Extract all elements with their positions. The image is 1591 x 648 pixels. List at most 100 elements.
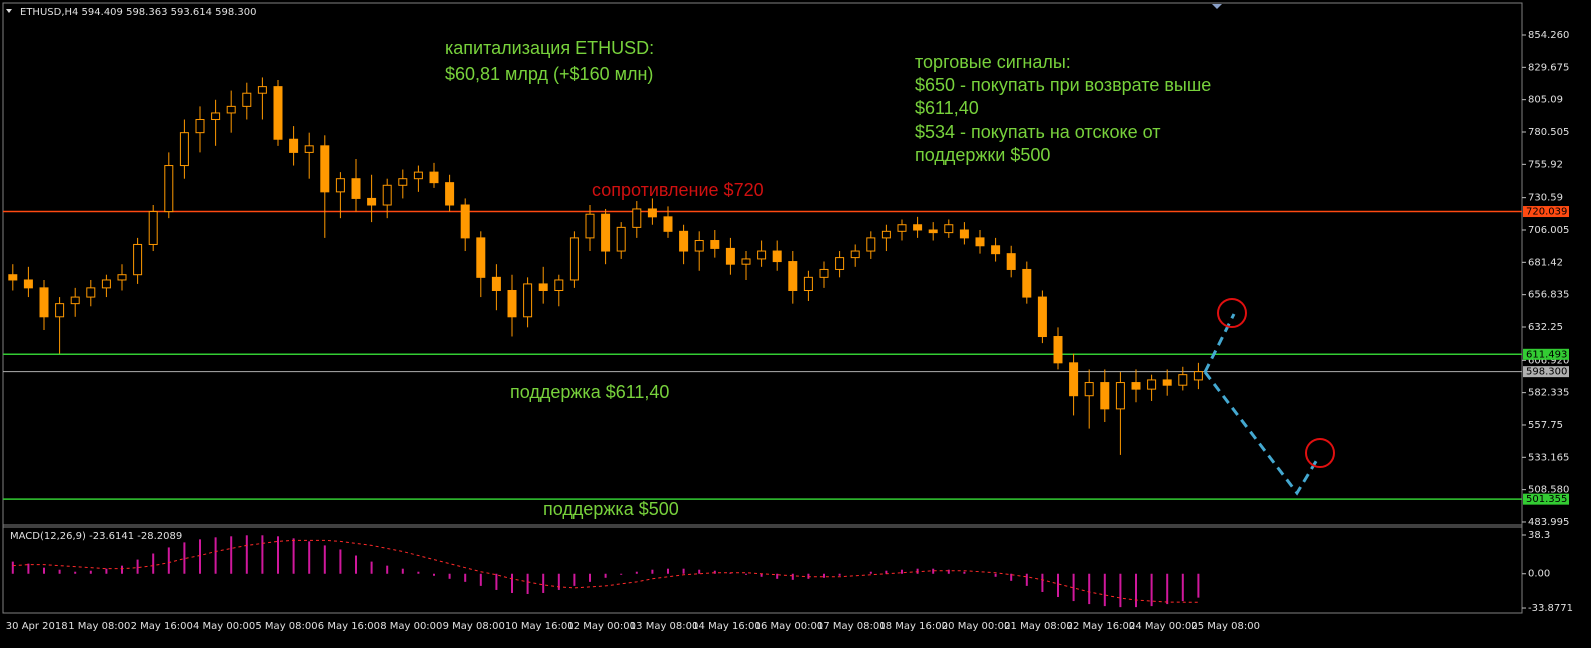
candle-body: [491, 276, 501, 291]
macd-bar: [542, 573, 545, 593]
candle-body: [523, 283, 533, 318]
macd-bar: [136, 559, 139, 574]
x-tick-label: 6 May 16:00: [318, 621, 380, 632]
chart-title: ETHUSD,H4 594.409 598.363 593.614 598.30…: [20, 7, 257, 18]
candle-body: [569, 237, 579, 281]
candle-body: [694, 240, 704, 252]
x-tick-label: 22 May 16:00: [1067, 621, 1136, 632]
macd-bar: [58, 569, 61, 574]
y-tick-label: 582.335: [1528, 388, 1569, 399]
candle-body: [211, 112, 221, 121]
annotation: торговые сигналы:: [915, 52, 1071, 72]
annotation: поддержки $500: [915, 145, 1050, 165]
y-tick-label: 606.920: [1528, 355, 1569, 366]
macd-bar: [994, 573, 997, 577]
candle-body: [866, 237, 876, 252]
plot-frame: [2, 2, 1523, 614]
macd-bar: [1103, 573, 1106, 607]
candle-body: [1037, 296, 1047, 338]
candle-body: [320, 145, 330, 193]
macd-bar: [152, 553, 155, 574]
candle-body: [55, 303, 65, 318]
x-tick-label: 21 May 08:00: [1004, 621, 1073, 632]
y-tick-label: 681.42: [1528, 257, 1563, 268]
macd-bar: [1135, 573, 1137, 608]
x-tick-label: 12 May 00:00: [567, 621, 636, 632]
y-tick-label: 0.00: [1528, 569, 1550, 580]
macd-bar: [355, 555, 357, 574]
macd-bar: [323, 545, 326, 574]
macd-bar: [495, 573, 498, 590]
candle-body: [1147, 379, 1157, 390]
candle-body: [616, 226, 626, 252]
candle-body: [1162, 379, 1172, 386]
x-tick-label: 8 May 00:00: [380, 621, 442, 632]
macd-bar: [43, 567, 45, 574]
macd-bar: [11, 561, 14, 574]
macd-bar: [869, 571, 872, 574]
y-tick-label: 854.260: [1528, 30, 1569, 41]
macd-bar: [1197, 573, 1200, 598]
candle-body: [601, 213, 611, 252]
annotation: $650 - покупать при возврате выше: [915, 75, 1211, 95]
macd-bar: [167, 547, 170, 574]
candle-body: [975, 237, 985, 247]
level-label-box: [1523, 366, 1569, 378]
candle-body: [1100, 382, 1110, 410]
candle-body: [554, 279, 564, 291]
x-tick-label: 24 May 00:00: [1129, 621, 1198, 632]
macd-bar: [1057, 573, 1059, 598]
macd-bar: [1150, 573, 1153, 607]
candle-body: [242, 92, 252, 107]
macd-bar: [339, 549, 342, 574]
candle-body: [86, 287, 96, 298]
y-tick-label: 632.25: [1528, 322, 1563, 333]
candle-body: [1131, 382, 1141, 390]
y-tick-label: 706.005: [1528, 225, 1569, 236]
macd-bar: [448, 573, 451, 579]
x-tick-label: 17 May 08:00: [817, 621, 886, 632]
x-tick-label: 16 May 00:00: [755, 621, 824, 632]
candle-body: [179, 132, 189, 167]
macd-bar: [589, 573, 591, 582]
candle-body: [507, 289, 517, 318]
candle-body: [835, 257, 845, 270]
macd-bar: [245, 535, 248, 574]
macd-bar: [698, 569, 701, 574]
candle-body: [413, 171, 423, 180]
macd-bar: [916, 568, 919, 574]
candle-body: [101, 279, 111, 289]
candle-body: [133, 243, 143, 276]
macd-bar: [823, 573, 825, 578]
candle-body: [959, 229, 969, 239]
macd-bar: [386, 565, 389, 574]
forecast-line: [1203, 371, 1320, 496]
y-tick-label: 730.59: [1528, 193, 1563, 204]
annotation: $611,40: [915, 98, 979, 118]
macd-bar: [651, 569, 654, 574]
macd-bar: [557, 573, 560, 590]
menu-arrow: [6, 9, 12, 13]
macd-bar: [464, 573, 467, 582]
x-tick-label: 25 May 08:00: [1191, 621, 1260, 632]
y-tick-label: 508.580: [1528, 485, 1569, 496]
macd-bar: [277, 536, 279, 574]
candle-body: [226, 105, 236, 114]
candle-body: [991, 245, 1001, 255]
y-tick-label: 755.92: [1528, 159, 1563, 170]
macd-signal: [12, 539, 1199, 603]
signal-circle: [1217, 298, 1247, 328]
y-tick-label: 780.505: [1528, 127, 1569, 138]
candle-body: [881, 230, 891, 239]
annotation: сопротивление $720: [592, 180, 764, 200]
macd-bar: [511, 573, 513, 593]
candle-body: [39, 287, 49, 318]
candle-body: [460, 204, 470, 239]
candle-body: [367, 197, 377, 206]
macd-bar: [261, 535, 264, 574]
y-tick-label: 483.995: [1528, 517, 1569, 528]
candle-body: [803, 276, 813, 291]
candle-body: [710, 240, 720, 249]
macd-bar: [1072, 573, 1075, 602]
x-tick-label: 30 Apr 2018: [6, 621, 68, 632]
